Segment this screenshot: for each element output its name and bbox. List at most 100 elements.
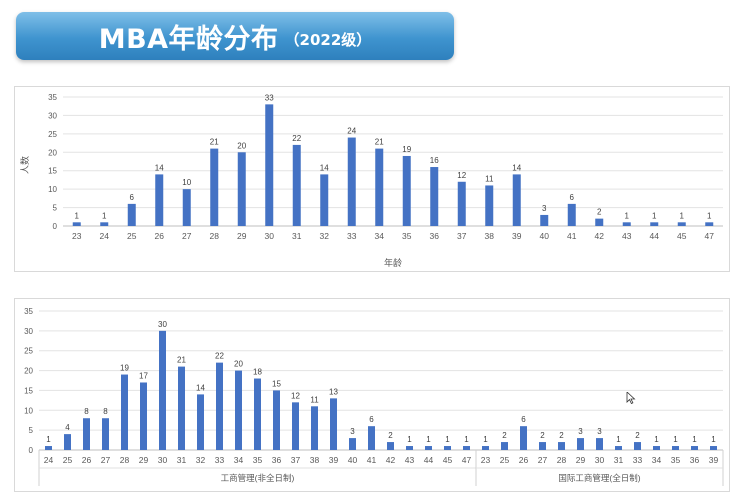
chart2-group1-data-label: 21 (177, 356, 186, 365)
chart2-group1-x-tick-label: 41 (367, 455, 377, 465)
chart2-y-tick-label: 15 (24, 386, 33, 395)
chart2-group1-x-tick-label: 43 (405, 455, 415, 465)
chart1-x-tick-label: 47 (705, 231, 715, 241)
chart2-group1-bar (83, 418, 90, 450)
chart1-data-label: 1 (102, 211, 107, 220)
chart2-group1-data-label: 22 (215, 352, 224, 361)
chart1-data-label: 22 (292, 134, 301, 143)
chart2-group1-bar (406, 446, 413, 450)
chart2-y-tick-label: 10 (24, 406, 33, 415)
chart2-group1-data-label: 6 (369, 415, 374, 424)
chart1-x-tick-label: 45 (677, 231, 687, 241)
chart2-group1-x-tick-label: 38 (310, 455, 320, 465)
chart1-data-label: 21 (210, 138, 219, 147)
chart2-group1-x-tick-label: 35 (253, 455, 263, 465)
chart2-group2-bar (501, 442, 508, 450)
chart1-data-label: 1 (707, 211, 712, 220)
chart2-group2-bar (634, 442, 641, 450)
chart2-group1-bar (311, 406, 318, 450)
chart2-group1-bar (349, 438, 356, 450)
chart2-group2-bar (482, 446, 489, 450)
chart2-group2-bar (615, 446, 622, 450)
chart2-group1-data-label: 11 (310, 395, 319, 404)
chart2-group2-data-label: 1 (692, 435, 697, 444)
chart1-y-tick-label: 35 (48, 93, 57, 102)
chart1-data-label: 3 (542, 204, 547, 213)
chart2-group1-bar (463, 446, 470, 450)
chart1-data-label: 20 (237, 141, 246, 150)
chart2-group2-data-label: 2 (559, 431, 564, 440)
chart1-y-tick-label: 10 (48, 185, 57, 194)
chart1-data-label: 2 (597, 208, 602, 217)
chart2-group1-bar (216, 362, 223, 450)
chart2-y-tick-label: 30 (24, 327, 33, 336)
age-distribution-svg: 0510152025303512312462514261027212820293… (19, 93, 723, 268)
chart2-group1-bar (64, 434, 71, 450)
chart2-y-tick-label: 0 (29, 446, 34, 455)
chart2-group2-data-label: 2 (635, 431, 640, 440)
chart2-group2-data-label: 6 (521, 415, 526, 424)
chart1-bar (265, 104, 274, 226)
chart1-data-label: 16 (430, 156, 439, 165)
chart1-y-tick-label: 30 (48, 111, 57, 120)
chart2-y-tick-label: 35 (24, 307, 33, 316)
chart2-group1-bar (254, 378, 261, 450)
chart2-group1-x-tick-label: 28 (120, 455, 130, 465)
chart2-group1-bar (425, 446, 432, 450)
chart2-group1-data-label: 13 (329, 387, 338, 396)
chart2-group1-bar (292, 402, 299, 450)
chart1-x-tick-label: 36 (430, 231, 440, 241)
chart1-bar (650, 222, 659, 226)
chart1-y-tick-label: 5 (53, 204, 58, 213)
chart1-bar (430, 167, 439, 226)
chart1-y-tick-label: 25 (48, 130, 57, 139)
chart2-group1-data-label: 8 (103, 407, 108, 416)
chart1-bar (72, 222, 81, 226)
chart2-group2-bar (520, 426, 527, 450)
chart2-group1-x-tick-label: 42 (386, 455, 396, 465)
chart1-x-tick-label: 28 (210, 231, 220, 241)
chart1-data-label: 6 (570, 193, 575, 202)
chart2-group-label: 工商管理(非全日制) (221, 473, 295, 483)
chart2-group1-data-label: 14 (196, 383, 205, 392)
chart1-x-tick-label: 32 (320, 231, 330, 241)
chart2-group2-data-label: 1 (673, 435, 678, 444)
chart1-data-label: 6 (130, 193, 135, 202)
chart2-group1-bar (330, 398, 337, 450)
chart2-group1-x-tick-label: 33 (215, 455, 225, 465)
chart1-data-label: 12 (457, 171, 466, 180)
chart2-group1-bar (235, 370, 242, 450)
chart2-group1-x-tick-label: 36 (272, 455, 282, 465)
chart1-y-tick-label: 20 (48, 148, 57, 157)
chart1-x-tick-label: 25 (127, 231, 137, 241)
chart1-bar (155, 174, 164, 226)
chart2-group1-bar (45, 446, 52, 450)
chart1-bar (485, 185, 494, 226)
chart1-y-tick-label: 15 (48, 167, 57, 176)
chart2-group1-data-label: 4 (65, 423, 70, 432)
chart2-group1-data-label: 12 (291, 391, 300, 400)
program-age-distribution-svg: 0510152025303512442582682719281729303021… (24, 307, 724, 486)
chart2-group2-x-tick-label: 26 (519, 455, 529, 465)
chart1-x-tick-label: 34 (375, 231, 385, 241)
chart1-data-label: 1 (652, 211, 657, 220)
chart2-group1-bar (368, 426, 375, 450)
chart1-data-label: 1 (625, 211, 630, 220)
chart2-group2-x-tick-label: 36 (690, 455, 700, 465)
chart2-group-label: 国际工商管理(全日制) (558, 473, 640, 483)
chart1-x-tick-label: 30 (265, 231, 275, 241)
chart1-data-label: 10 (182, 178, 191, 187)
chart2-group1-data-label: 1 (464, 435, 469, 444)
chart2-group1-bar (387, 442, 394, 450)
chart2-group1-data-label: 17 (139, 371, 148, 380)
chart1-x-axis-title: 年龄 (384, 257, 402, 268)
chart1-bar (705, 222, 714, 226)
chart1-bar (457, 181, 466, 226)
chart1-data-label: 1 (75, 211, 80, 220)
chart2-group1-data-label: 1 (46, 435, 51, 444)
chart1-y-axis-title: 人数 (19, 156, 30, 174)
chart1-bar (567, 203, 576, 226)
chart2-group2-x-tick-label: 35 (671, 455, 681, 465)
chart2-group1-x-tick-label: 24 (44, 455, 54, 465)
chart2-group1-data-label: 15 (272, 379, 281, 388)
